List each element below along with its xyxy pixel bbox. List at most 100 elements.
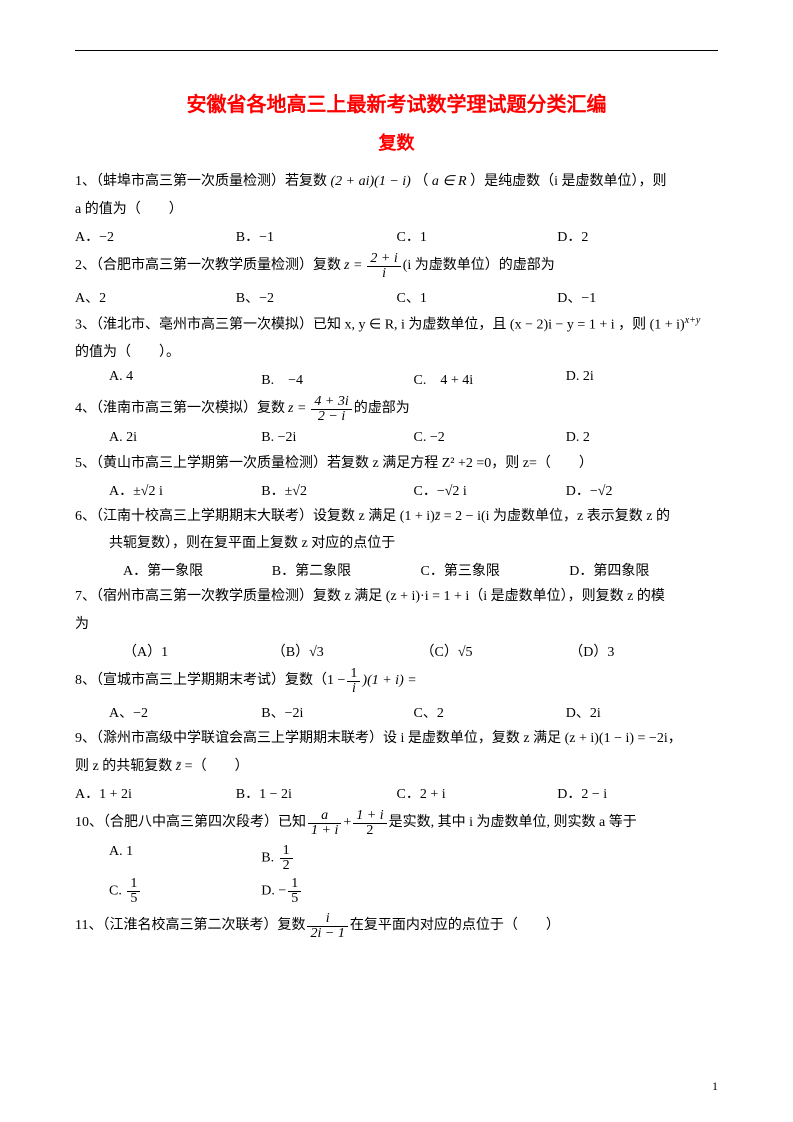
q7-opt-a: （A）1 bbox=[123, 641, 272, 661]
q5-opt-c: C．−√2 i bbox=[414, 480, 566, 500]
q11-frac-num: i bbox=[307, 912, 347, 927]
q10-stem-a: 10、（合肥八中高三第四次段考）已知 bbox=[75, 812, 306, 834]
question-7: 7、（宿州市高三第一次教学质量检测）复数 z 满足 (z + i)·i = 1 … bbox=[75, 584, 718, 661]
q6-stem-a: 6、（江南十校高三上学期期末大联考）设复数 z 满足 (1 + i) bbox=[75, 509, 435, 524]
q5-stem: 5、（黄山市高三上学期第一次质量检测）若复数 z 满足方程 Z² +2 =0，则… bbox=[75, 450, 718, 478]
q9-opt-d: D．2 − i bbox=[557, 783, 718, 803]
q10-optb-frac: 12 bbox=[280, 844, 293, 873]
q10-spacer3 bbox=[414, 877, 566, 906]
q3-options: A. 4 B. −4 C. 4 + 4i D. 2i bbox=[75, 369, 718, 389]
question-4: 4、（淮南市高三第一次模拟）复数 z = 4 + 3i 2 − i 的虚部为 A… bbox=[75, 395, 718, 446]
q10-frac2: 1 + i 2 bbox=[353, 809, 386, 838]
title-main: 安徽省各地高三上最新考试数学理试题分类汇编 bbox=[75, 88, 718, 117]
q8-opt-a: A、−2 bbox=[109, 702, 261, 722]
q1-opt-d: D．2 bbox=[557, 226, 718, 246]
q10-options-row1: A. 1 B. 12 bbox=[75, 844, 718, 873]
q3-opt-c: C. 4 + 4i bbox=[414, 369, 566, 389]
q1-cond: a ∈ R bbox=[432, 174, 467, 189]
q3-opt-b: B. −4 bbox=[261, 369, 413, 389]
q4-opt-c: C. −2 bbox=[414, 430, 566, 446]
q5-options: A．±√2 i B．±√2 C．−√2 i D．−√2 bbox=[75, 480, 718, 500]
q2-fraction: 2 + i i bbox=[367, 252, 400, 281]
q4-stem-a: 4、（淮南市高三第一次模拟）复数 bbox=[75, 398, 285, 420]
q1-opt-a: A．−2 bbox=[75, 226, 236, 246]
q7-opt-c: （C）√5 bbox=[421, 641, 570, 661]
q9-line2-a: 则 z 的共轭复数 bbox=[75, 759, 176, 774]
q4-frac-num: 4 + 3i bbox=[311, 395, 351, 410]
question-6: 6、（江南十校高三上学期期末大联考）设复数 z 满足 (1 + i)z̄ = 2… bbox=[75, 504, 718, 581]
q9-opt-b: B．1 − 2i bbox=[236, 783, 397, 803]
q10-opt-a: A. 1 bbox=[109, 844, 261, 873]
q4-stem-b: 的虚部为 bbox=[354, 398, 410, 420]
question-1: 1、（蚌埠市高三第一次质量检测）若复数 (2 + ai)(1 − i) （ a … bbox=[75, 169, 718, 246]
q2-lhs: z = bbox=[344, 255, 362, 277]
q1-options: A．−2 B．−1 C．1 D．2 bbox=[75, 226, 718, 246]
q1-expr: (2 + ai)(1 − i) bbox=[331, 174, 411, 189]
q1-opt-b: B．−1 bbox=[236, 226, 397, 246]
q9-stem-a: 9、（滁州市高级中学联谊会高三上学期期末联考）设 i 是虚数单位，复数 z 满足… bbox=[75, 726, 718, 753]
q5-opt-a: A．±√2 i bbox=[109, 480, 261, 500]
q4-opt-d: D. 2 bbox=[566, 430, 718, 446]
exam-page: 安徽省各地高三上最新考试数学理试题分类汇编 复数 1、（蚌埠市高三第一次质量检测… bbox=[0, 0, 793, 1122]
q3-opt-a: A. 4 bbox=[109, 369, 261, 389]
q8-opt-c: C、2 bbox=[414, 702, 566, 722]
q10-optc-frac: 15 bbox=[127, 877, 140, 906]
q11-stem-b: 在复平面内对应的点位于（ ） bbox=[350, 915, 560, 937]
q2-stem-a: 2、（合肥市高三第一次教学质量检测）复数 bbox=[75, 255, 341, 277]
q5-opt-b: B．±√2 bbox=[261, 480, 413, 500]
q3-stem-a: 3、（淮北市、亳州市高三第一次模拟）已知 x, y ∈ R, i 为虚数单位，且… bbox=[75, 317, 685, 332]
q10-spacer4 bbox=[566, 877, 718, 906]
q10-opt-d: D. −15 bbox=[261, 877, 413, 906]
q9-line2-b: =（ ） bbox=[181, 759, 248, 774]
q6-line2: 共轭复数），则在复平面上复数 z 对应的点位于 bbox=[75, 530, 718, 558]
q10-optc-den: 5 bbox=[127, 892, 140, 906]
q7-opt-b: （B）√3 bbox=[272, 641, 421, 661]
question-9: 9、（滁州市高级中学联谊会高三上学期期末联考）设 i 是虚数单位，复数 z 满足… bbox=[75, 726, 718, 803]
q4-opt-b: B. −2i bbox=[261, 430, 413, 446]
q10-optd-den: 5 bbox=[288, 892, 301, 906]
q4-lhs: z = bbox=[288, 398, 306, 420]
q2-stem-b: (i 为虚数单位）的虚部为 bbox=[403, 255, 555, 277]
question-11: 11、（江淮名校高三第二次联考）复数 i 2i − 1 在复平面内对应的点位于（… bbox=[75, 912, 718, 941]
q8-options: A、−2 B、−2i C、2 D、2i bbox=[75, 702, 718, 722]
q8-stem-b: )(1 + i) = bbox=[362, 670, 416, 692]
q10-optd-frac: 15 bbox=[288, 877, 301, 906]
q10-opt-c: C. 15 bbox=[109, 877, 261, 906]
q10-optb-num: 1 bbox=[280, 844, 293, 859]
q10-optd-num: 1 bbox=[288, 877, 301, 892]
q10-frac1-num: a bbox=[308, 809, 341, 824]
q7-options: （A）1 （B）√3 （C）√5 （D）3 bbox=[75, 641, 718, 661]
q10-spacer2 bbox=[566, 844, 718, 873]
q2-opt-d: D、−1 bbox=[557, 287, 718, 307]
q2-frac-num: 2 + i bbox=[367, 252, 400, 267]
q4-fraction: 4 + 3i 2 − i bbox=[311, 395, 351, 424]
q10-optc-pre: C. bbox=[109, 883, 125, 898]
q1-line2: a 的值为（ ） bbox=[75, 196, 718, 224]
q6-options: A．第一象限 B．第二象限 C．第三象限 D．第四象限 bbox=[75, 560, 718, 580]
q8-opt-b: B、−2i bbox=[261, 702, 413, 722]
q10-options-row2: C. 15 D. −15 bbox=[75, 877, 718, 906]
q3-line2: 的值为（ ）。 bbox=[75, 339, 718, 367]
q8-frac-num: 1 bbox=[347, 667, 360, 682]
q6-opt-a: A．第一象限 bbox=[123, 560, 272, 580]
q6-opt-c: C．第三象限 bbox=[421, 560, 570, 580]
q8-stem-a: 8、（宣城市高三上学期期末考试）复数（1 − bbox=[75, 670, 345, 692]
q10-plus: + bbox=[343, 812, 351, 834]
question-10: 10、（合肥八中高三第四次段考）已知 a 1 + i + 1 + i 2 是实数… bbox=[75, 809, 718, 906]
page-number: 1 bbox=[712, 1079, 718, 1094]
q2-opt-b: B、−2 bbox=[236, 287, 397, 307]
question-3: 3、（淮北市、亳州市高三第一次模拟）已知 x, y ∈ R, i 为虚数单位，且… bbox=[75, 311, 718, 389]
q2-options: A、2 B、−2 C、1 D、−1 bbox=[75, 287, 718, 307]
q10-optd-pre: D. − bbox=[261, 883, 286, 898]
q10-optb-pre: B. bbox=[261, 850, 277, 865]
q11-fraction: i 2i − 1 bbox=[307, 912, 347, 941]
q6-opt-d: D．第四象限 bbox=[569, 560, 718, 580]
q9-opt-c: C．2 + i bbox=[397, 783, 558, 803]
q10-stem-b: 是实数, 其中 i 为虚数单位, 则实数 a 等于 bbox=[389, 812, 637, 834]
question-2: 2、（合肥市高三第一次教学质量检测）复数 z = 2 + i i (i 为虚数单… bbox=[75, 252, 718, 307]
q3-opt-d: D. 2i bbox=[566, 369, 718, 389]
q5-opt-d: D．−√2 bbox=[566, 480, 718, 500]
q2-frac-den: i bbox=[367, 267, 400, 281]
q7-stem-a: 7、（宿州市高三第一次教学质量检测）复数 z 满足 (z + i)·i = 1 … bbox=[75, 584, 718, 611]
header-rule bbox=[75, 50, 718, 51]
